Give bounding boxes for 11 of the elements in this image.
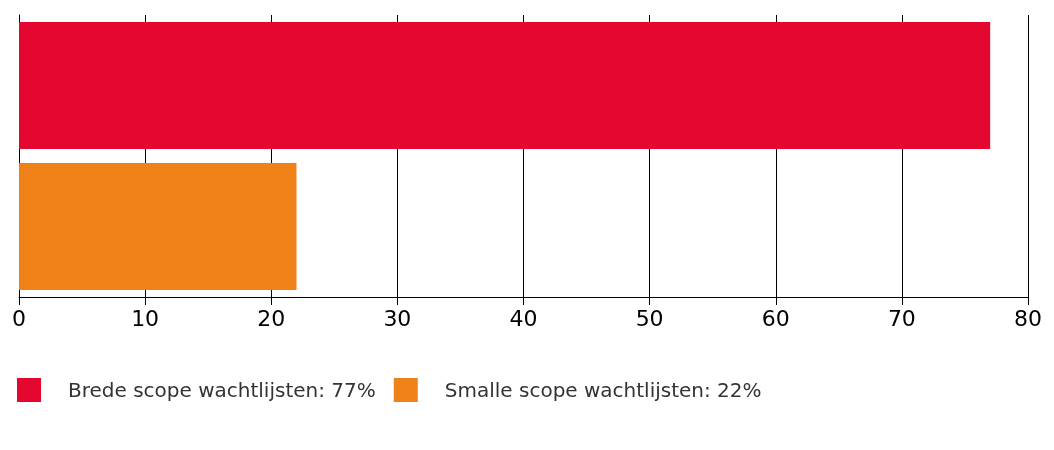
legend-label: Smalle scope wachtlijsten: 22% xyxy=(444,378,762,402)
x-tick-label: 60 xyxy=(761,305,790,331)
legend-label: Brede scope wachtlijsten: 77% xyxy=(68,378,376,402)
x-tick-label: 10 xyxy=(131,305,160,331)
x-tick-label: 0 xyxy=(12,305,26,331)
x-tick-label: 80 xyxy=(1014,305,1042,331)
x-tick-label: 20 xyxy=(257,305,286,331)
x-tick-label: 30 xyxy=(383,305,412,331)
x-tick-label: 70 xyxy=(887,305,916,331)
x-tick-label: 50 xyxy=(635,305,664,331)
x-tick-label: 40 xyxy=(509,305,538,331)
